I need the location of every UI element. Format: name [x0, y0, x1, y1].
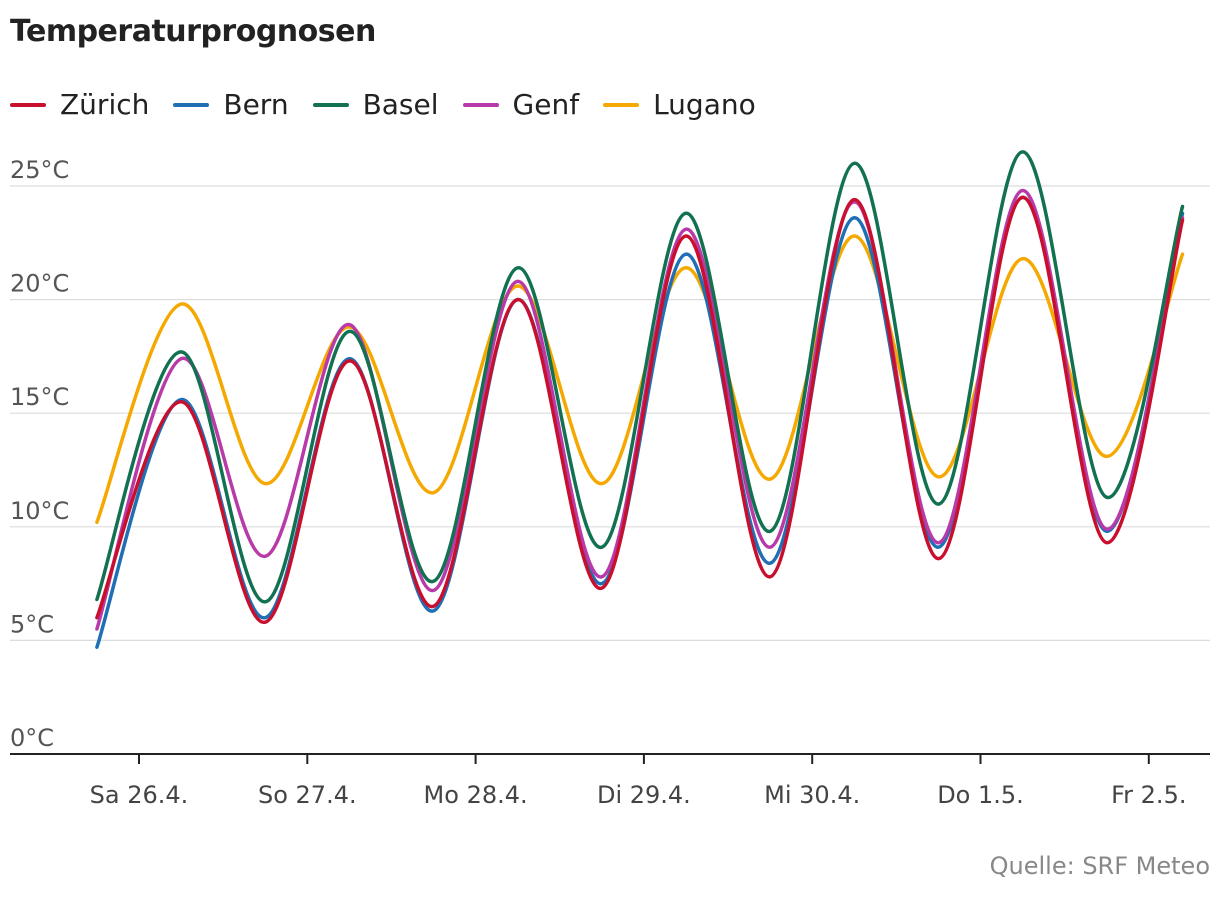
legend-item-bern: Bern [173, 88, 289, 121]
x-tick-label: Do 1.5. [937, 781, 1024, 809]
legend-swatch-lugano [603, 102, 640, 107]
legend-item-zurich: Zürich [10, 88, 149, 121]
x-tick-label: Di 29.4. [597, 781, 691, 809]
x-tick-label: Mo 28.4. [424, 781, 528, 809]
x-tick-label: Sa 26.4. [90, 781, 189, 809]
y-tick-label: 0°C [10, 724, 54, 752]
y-tick-label: 20°C [10, 270, 69, 298]
x-tick-label: Fr 2.5. [1111, 781, 1186, 809]
legend-swatch-zurich [10, 102, 46, 107]
x-tick-label: So 27.4. [258, 781, 357, 809]
legend: Zürich Bern Basel Genf Lugano [10, 88, 780, 121]
source-note: Quelle: SRF Meteo [989, 852, 1210, 880]
series-line-zurich [95, 195, 1185, 624]
legend-label-bern: Bern [223, 88, 289, 121]
legend-swatch-genf [462, 102, 499, 107]
y-tick-label: 25°C [10, 156, 69, 184]
legend-label-basel: Basel [362, 88, 439, 121]
legend-item-lugano: Lugano [603, 88, 756, 121]
x-tick-label: Mi 30.4. [764, 781, 860, 809]
legend-label-genf: Genf [512, 88, 580, 121]
series-line-lugano [95, 234, 1185, 525]
legend-item-basel: Basel [312, 88, 439, 121]
legend-swatch-basel [312, 102, 349, 107]
legend-swatch-bern [173, 102, 210, 107]
y-tick-label: 10°C [10, 497, 69, 525]
series-line-basel [95, 150, 1185, 604]
chart-title: Temperaturprognosen [10, 14, 376, 49]
legend-item-genf: Genf [462, 88, 580, 121]
legend-label-zurich: Zürich [60, 88, 150, 121]
y-tick-label: 5°C [10, 610, 54, 638]
legend-label-lugano: Lugano [653, 88, 756, 121]
y-tick-label: 15°C [10, 383, 69, 411]
